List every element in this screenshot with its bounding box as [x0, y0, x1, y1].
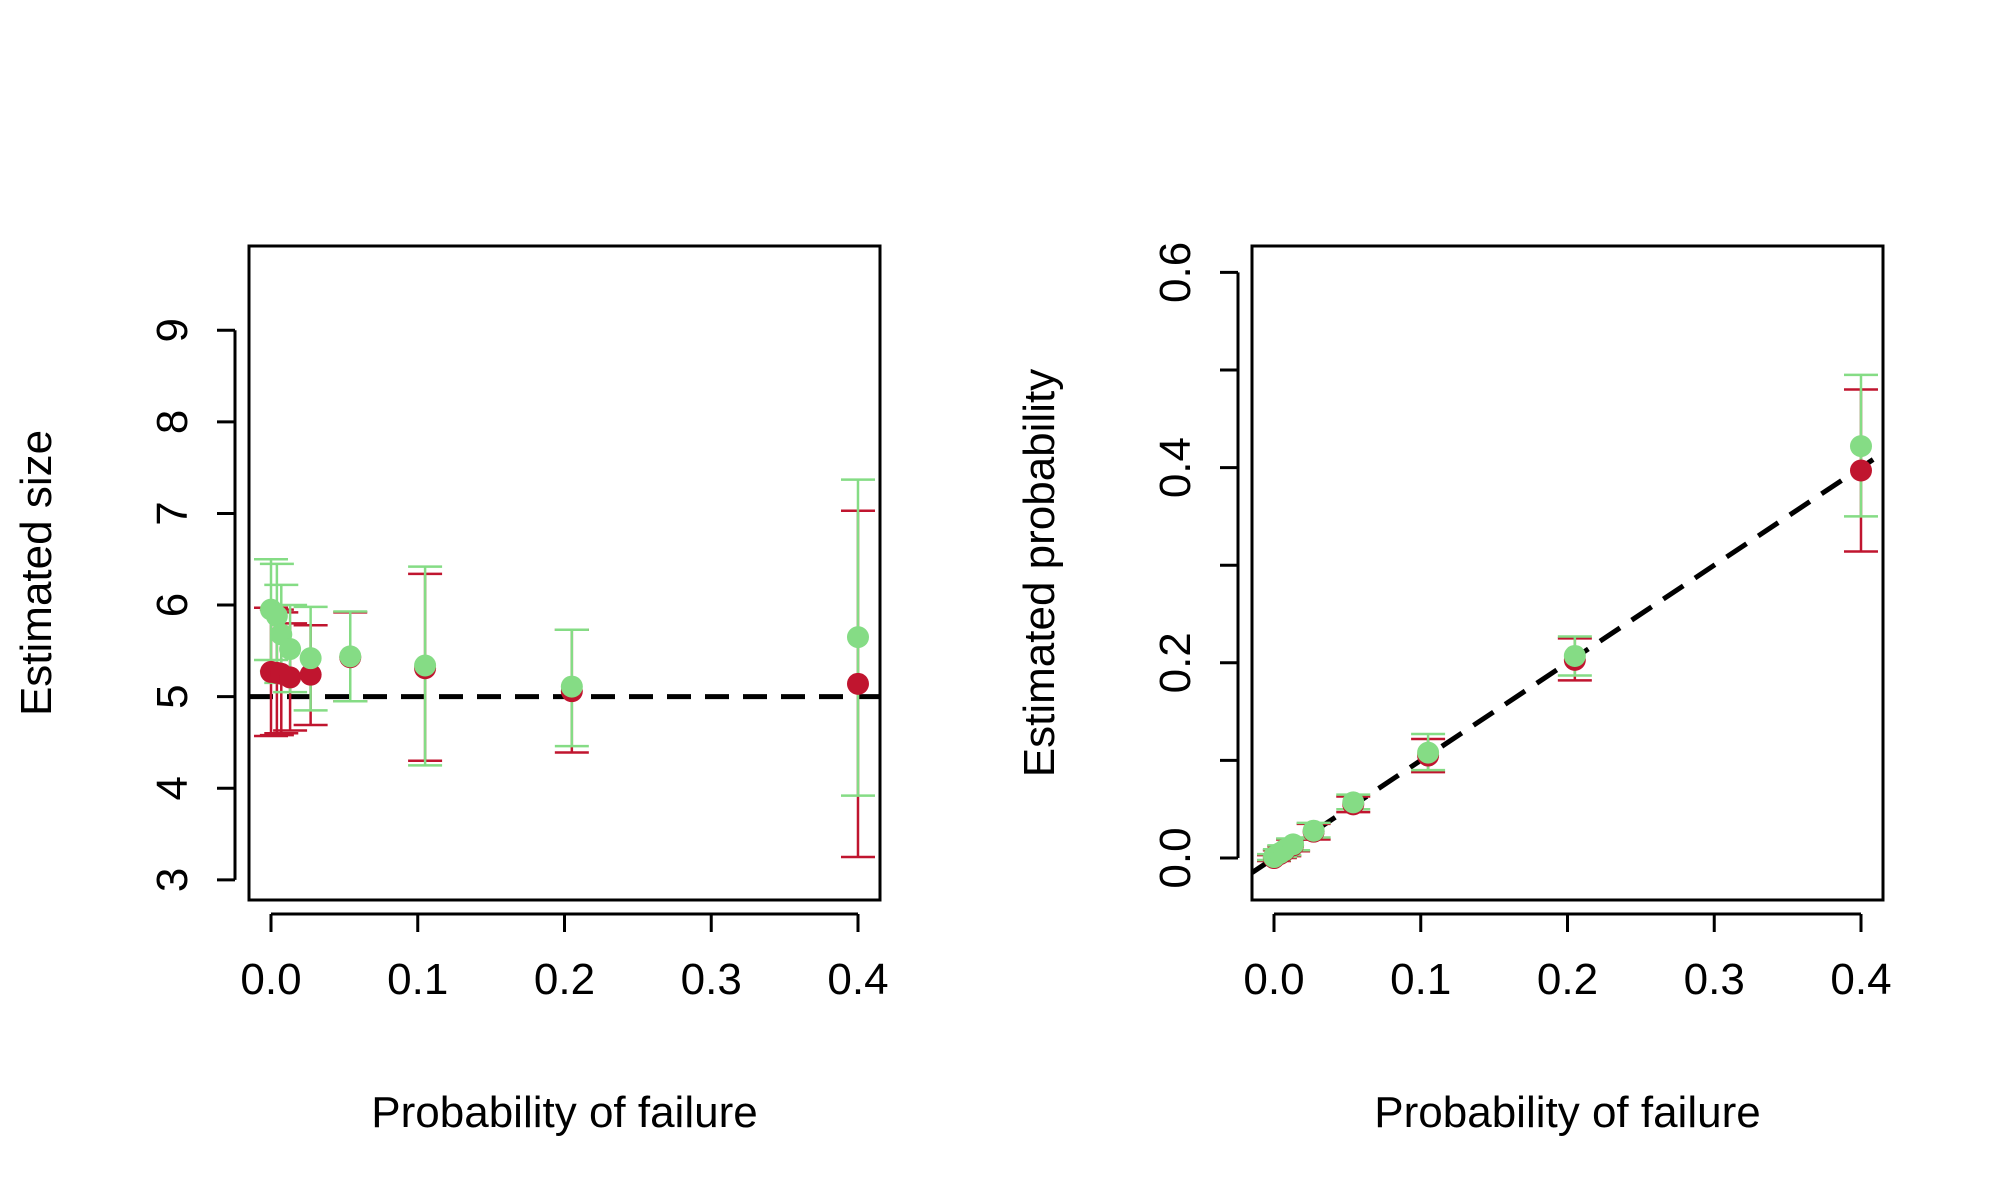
x-tick-label: 0.1 — [387, 955, 448, 1004]
x-tick-label: 0.1 — [1390, 955, 1451, 1004]
data-point-green — [339, 645, 362, 668]
x-tick-label: 0.4 — [1830, 955, 1891, 1004]
data-points — [260, 598, 869, 703]
data-point-green — [1342, 791, 1365, 814]
x-tick-label: 0.2 — [534, 955, 595, 1004]
y-tick-label: 0.4 — [1151, 437, 1200, 498]
y-tick-label: 0.0 — [1151, 827, 1200, 888]
x-tick-label: 0.3 — [681, 955, 742, 1004]
y-axis: 0.0 0.2 0.4 0.6 — [1151, 242, 1240, 889]
y-axis: 3 4 5 6 7 8 9 — [148, 318, 237, 892]
x-tick-label: 0.3 — [1684, 955, 1745, 1004]
y-tick-label: 4 — [148, 776, 197, 800]
data-point-green — [279, 638, 302, 661]
y-tick-label: 7 — [148, 501, 197, 525]
data-point-green — [1849, 435, 1872, 458]
data-point-red — [846, 672, 869, 695]
right-panel-estimated-probability: 0.0 0.1 0.2 0.3 0.4 0.0 0.2 0.4 0.6 Probability… — [1015, 242, 1892, 1137]
x-axis-title: Probability of failure — [371, 1088, 757, 1137]
x-tick-label: 0.0 — [1243, 955, 1304, 1004]
data-point-green — [846, 626, 869, 649]
data-point-green — [1417, 741, 1440, 764]
plot-frame — [1250, 244, 1885, 902]
x-tick-label: 0.4 — [827, 955, 888, 1004]
data-point-red — [1849, 459, 1872, 482]
data-point-red — [279, 666, 302, 689]
y-tick-label: 8 — [148, 410, 197, 434]
data-point-green — [1282, 833, 1305, 856]
y-axis-title: Estimated probability — [1015, 369, 1064, 777]
x-axis: 0.0 0.1 0.2 0.3 0.4 — [240, 912, 889, 1004]
y-axis-title: Estimated size — [12, 430, 61, 716]
y-tick-label: 3 — [148, 868, 197, 892]
plot-frame — [247, 244, 882, 902]
x-tick-label: 0.0 — [240, 955, 301, 1004]
y-tick-label: 5 — [148, 684, 197, 708]
y-tick-label: 0.2 — [1151, 632, 1200, 693]
data-point-green — [414, 654, 437, 677]
data-point-green — [299, 647, 322, 670]
y-tick-label: 6 — [148, 593, 197, 617]
data-point-green — [560, 675, 583, 698]
x-tick-label: 0.2 — [1537, 955, 1598, 1004]
data-point-red — [299, 663, 322, 686]
data-point-green — [1563, 644, 1586, 667]
data-points — [1263, 435, 1872, 870]
x-axis-title: Probability of failure — [1374, 1088, 1760, 1137]
left-panel-estimated-size: 0.0 0.1 0.2 0.3 0.4 3 4 5 6 7 8 9 Probability of f… — [12, 244, 889, 1137]
data-point-green — [265, 605, 288, 628]
data-point-green — [1302, 819, 1325, 842]
x-axis: 0.0 0.1 0.2 0.3 0.4 — [1243, 912, 1892, 1004]
y-tick-label: 0.6 — [1151, 242, 1200, 303]
y-tick-label: 9 — [148, 318, 197, 342]
